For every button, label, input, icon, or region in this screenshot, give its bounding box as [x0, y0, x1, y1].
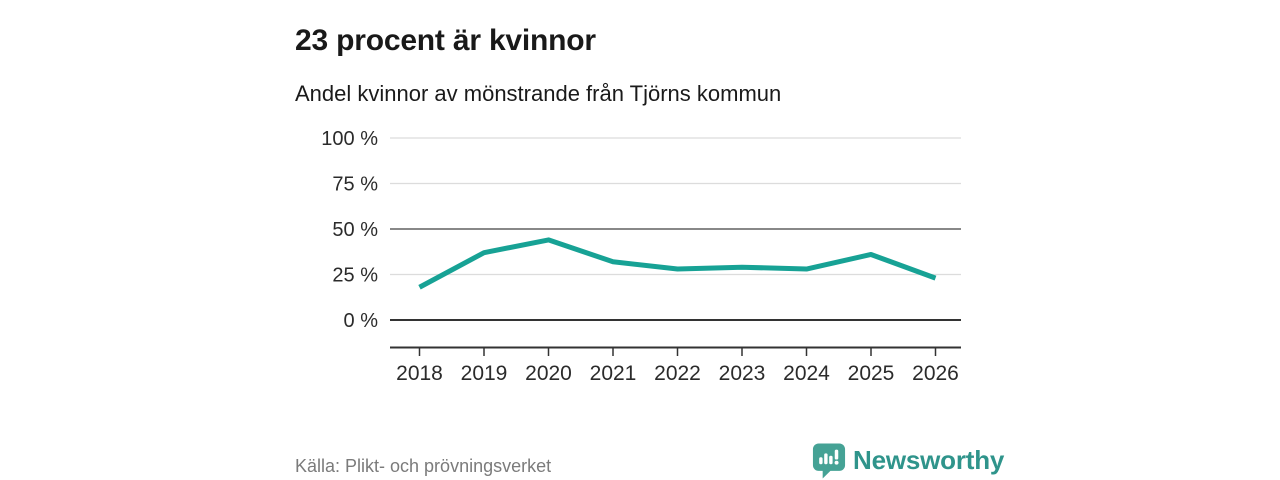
- y-tick-label: 75 %: [332, 174, 378, 196]
- source-note: Källa: Plikt- och prövningsverket: [295, 456, 552, 476]
- x-tick-label: 2018: [396, 362, 443, 385]
- bar-2: [824, 453, 828, 465]
- x-tick-label: 2025: [848, 362, 895, 385]
- chart-subtitle: Andel kvinnor av mönstrande från Tjörns …: [295, 81, 782, 106]
- exclamation-dot: [834, 460, 839, 465]
- x-tick-label: 2026: [912, 362, 959, 385]
- exclamation-stem: [834, 449, 839, 460]
- y-tick-label: 0 %: [344, 310, 379, 332]
- x-tick-label: 2022: [654, 362, 701, 385]
- chart-title: 23 procent är kvinnor: [295, 24, 596, 58]
- y-tick-label: 50 %: [332, 219, 378, 241]
- x-tick-label: 2021: [590, 362, 637, 385]
- series-line: [418, 237, 937, 290]
- newsworthy-logo[interactable]: Newsworthy: [812, 442, 1004, 479]
- x-tick-label: 2019: [461, 362, 508, 385]
- speech-bubble-shape: [812, 443, 846, 479]
- y-tick-label: 25 %: [332, 265, 378, 287]
- y-tick-label: 100 %: [321, 128, 378, 150]
- x-tick-label: 2020: [525, 362, 572, 385]
- bar-3: [829, 455, 833, 465]
- brand-wordmark: Newsworthy: [853, 445, 1005, 475]
- bar-1: [819, 457, 823, 465]
- x-tick-label: 2023: [719, 362, 766, 385]
- x-tick-label: 2024: [783, 362, 830, 385]
- newsworthy-bubble-chart-icon: [812, 443, 846, 479]
